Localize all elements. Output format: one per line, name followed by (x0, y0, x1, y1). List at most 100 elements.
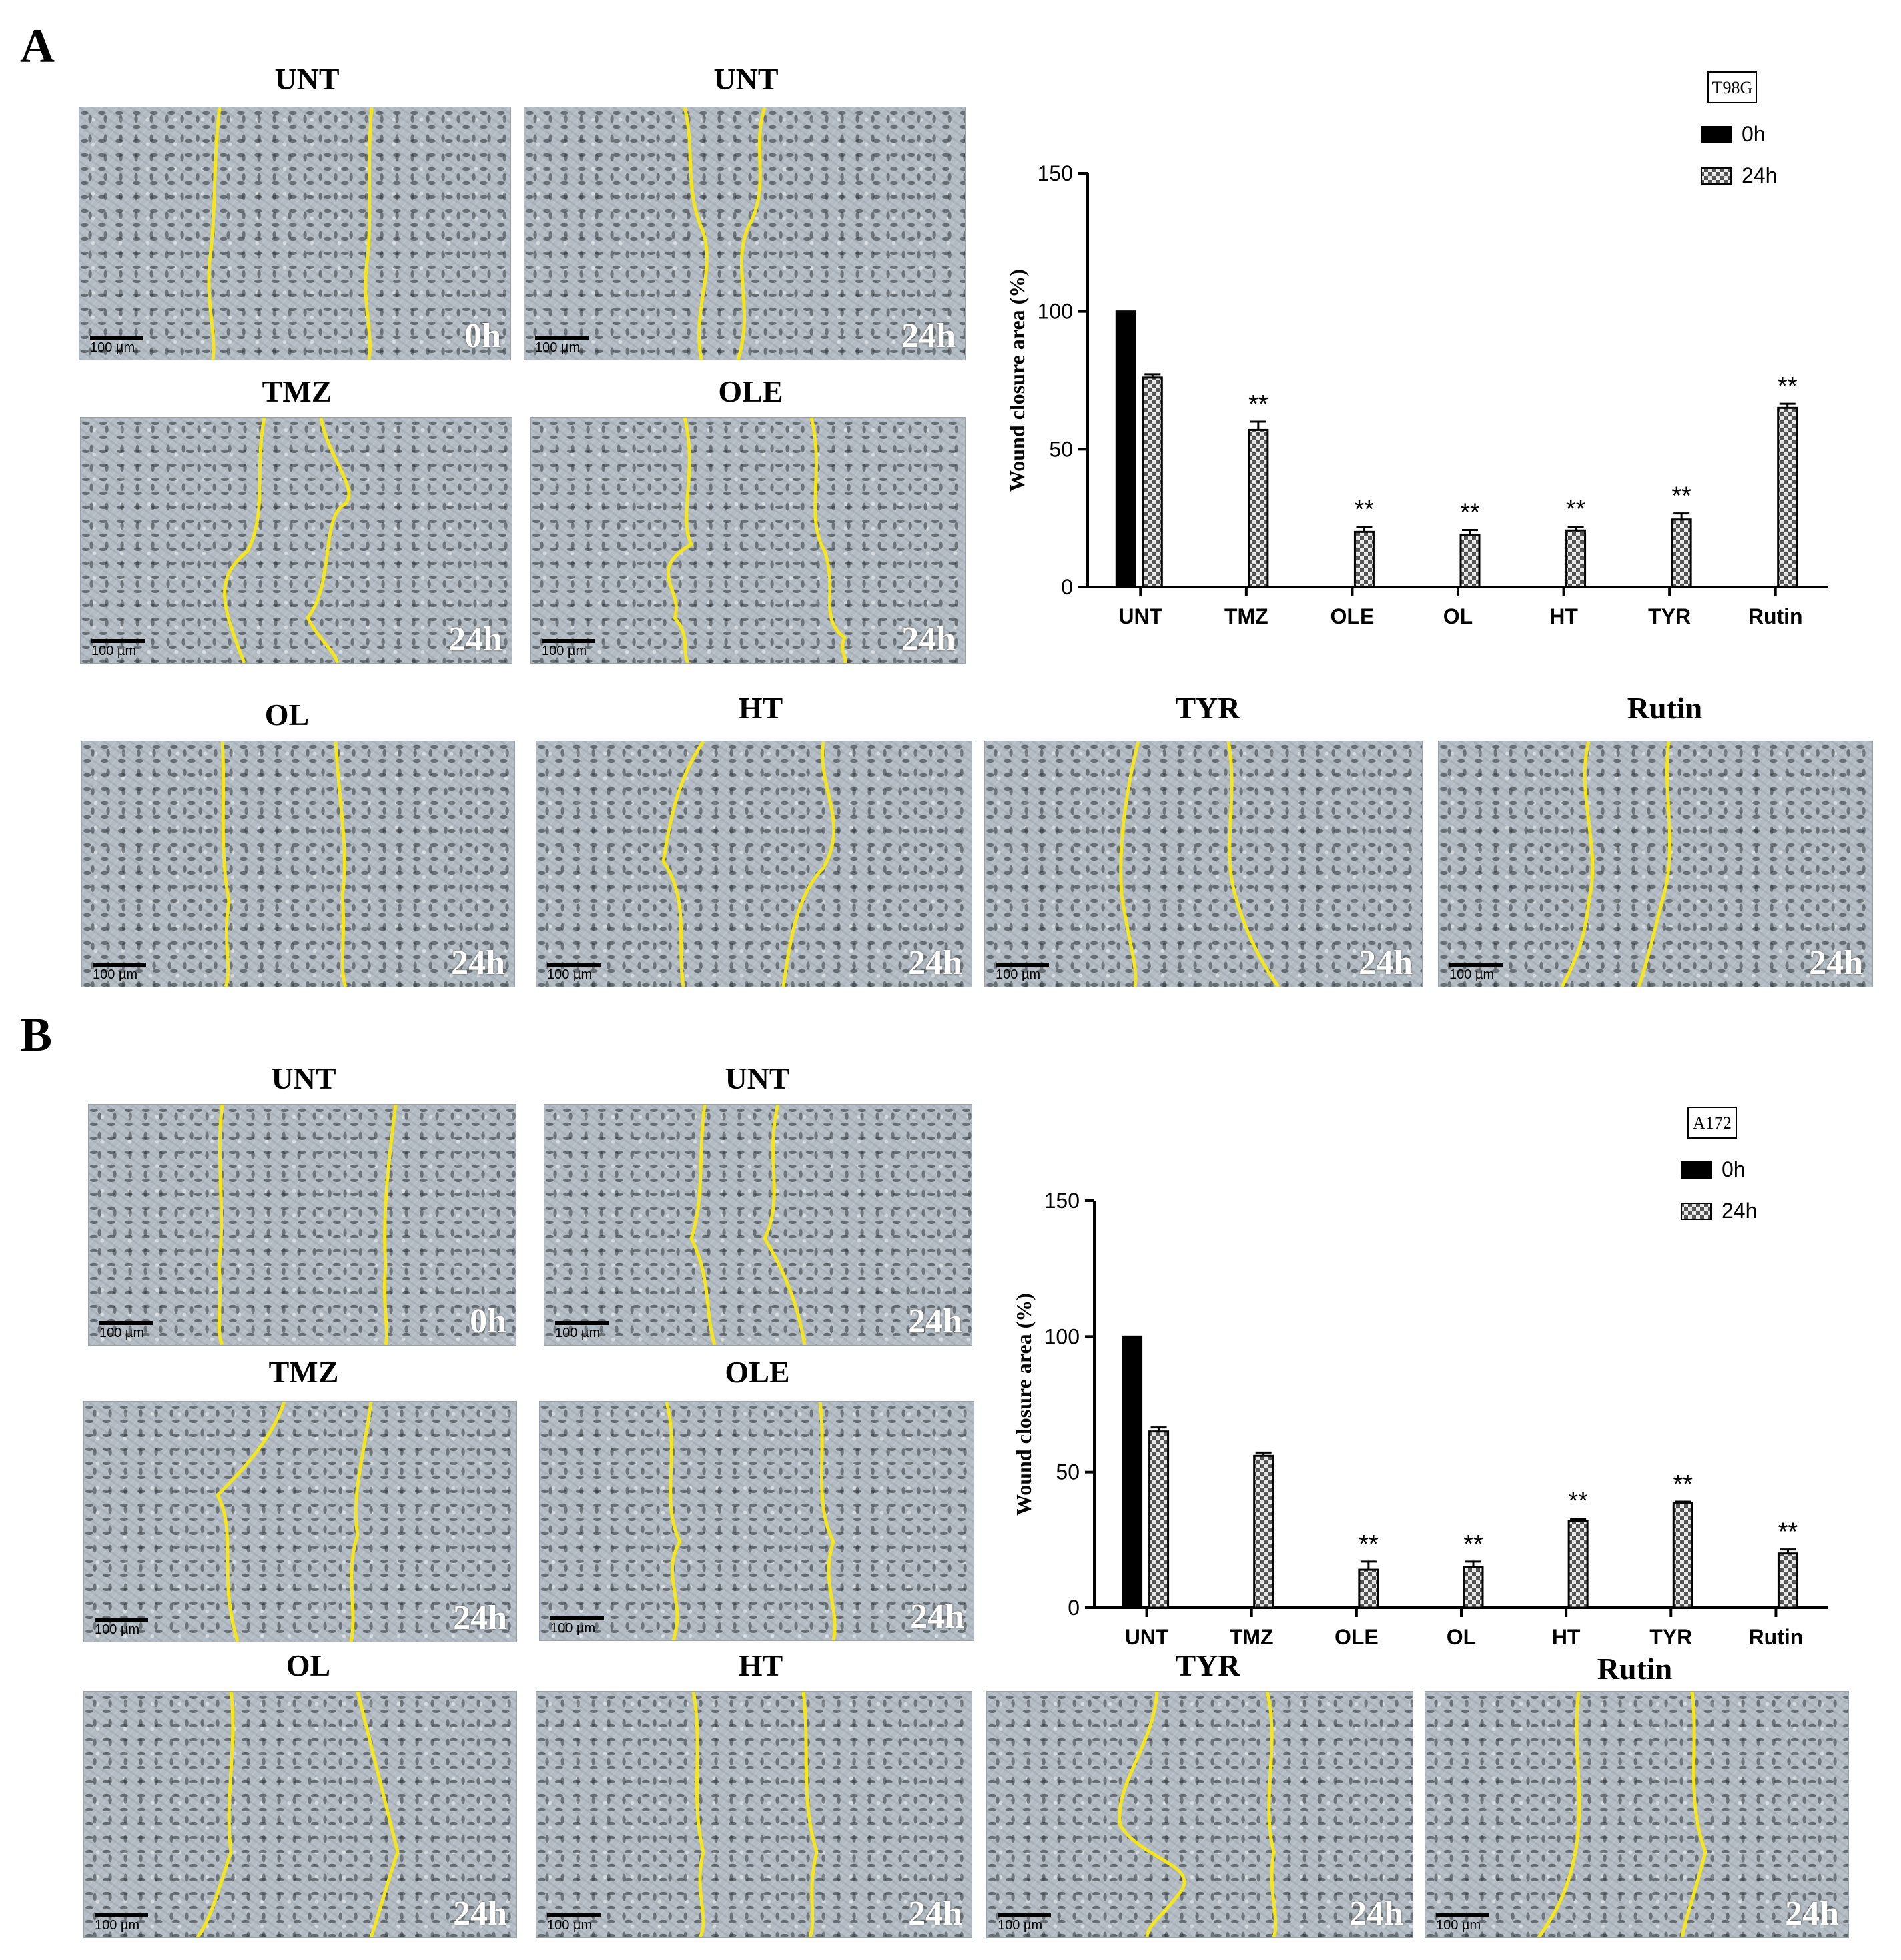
scale-bar (555, 1321, 609, 1325)
micrograph-a-tmz: 100 µm 24h (80, 417, 512, 664)
scale-bar (547, 963, 601, 967)
wound-edge-lines (1119, 741, 1280, 987)
wound-edge-lines (223, 418, 351, 663)
x-tick-label: Rutin (1748, 604, 1803, 628)
bar (1148, 1430, 1170, 1609)
y-tick-label: 0 (1068, 1596, 1080, 1620)
micrograph-b-tyr: 100 µm 24h (986, 1691, 1413, 1938)
scale-bar (95, 1618, 148, 1622)
wound-edge-lines (666, 418, 847, 663)
scale-bar-label: 100 µm (535, 340, 581, 355)
significance-label: ** (1671, 482, 1691, 510)
micrograph-title: TMZ (268, 1355, 339, 1389)
significance-label: ** (1568, 1488, 1588, 1516)
x-tick-label: HT (1549, 604, 1578, 628)
y-tick-label: 50 (1056, 1460, 1080, 1484)
y-tick-label: 0 (1061, 575, 1073, 599)
x-tick-label: Rutin (1749, 1625, 1804, 1649)
timepoint-label: 24h (1349, 1895, 1403, 1933)
y-axis-label: Wound closure area (%) (1012, 1293, 1036, 1516)
legend-swatch (1681, 1203, 1712, 1220)
micrograph-title: TMZ (262, 374, 332, 408)
scale-bar-label: 100 µm (1436, 1918, 1481, 1933)
significance-label: ** (1460, 498, 1480, 526)
wound-edge-lines (217, 1105, 398, 1345)
timepoint-label: 24h (908, 1302, 962, 1340)
timepoint-label: 24h (1785, 1895, 1839, 1933)
significance-label: ** (1566, 495, 1586, 523)
scale-bar (1449, 963, 1503, 967)
bar-chart-t98g: 0 50 100 150 Wound closure area (%) UNT TMZ ** O… (1005, 71, 1828, 628)
timepoint-label: 24h (451, 944, 505, 982)
wound-edge-lines (689, 1105, 807, 1345)
y-tick-label: 150 (1038, 161, 1073, 185)
legend: T98G 0h 24h (1701, 71, 1777, 187)
wound-edge-lines (196, 1692, 400, 1937)
significance-label: ** (1463, 1530, 1483, 1558)
scale-bar-label: 100 µm (1449, 967, 1495, 982)
scale-bar-label: 100 µm (547, 1918, 593, 1933)
micrograph-a-rutin: 100 µm 24h (1438, 741, 1873, 987)
micrograph-a-unt-24h: 100 µm 24h (524, 107, 966, 360)
wound-edge-lines (207, 107, 374, 360)
scale-bar (90, 336, 143, 340)
scale-bar (99, 1321, 153, 1325)
significance-label: ** (1673, 1470, 1693, 1498)
legend-title: T98G (1712, 78, 1753, 97)
x-tick-label: HT (1552, 1625, 1581, 1649)
micrograph-title: UNT (713, 62, 779, 96)
scale-bar-label: 100 µm (996, 967, 1041, 982)
x-tick-label: TMZ (1224, 604, 1268, 628)
bar (1567, 1520, 1589, 1609)
significance-label: ** (1359, 1530, 1379, 1558)
bar (1142, 376, 1163, 588)
micrograph-b-tmz: 100 µm 24h (83, 1401, 517, 1642)
significance-label: ** (1778, 372, 1798, 400)
legend-title: A172 (1693, 1113, 1732, 1133)
bar (1459, 533, 1481, 588)
x-tick-label: UNT (1118, 604, 1162, 628)
wound-edge-lines (683, 107, 767, 360)
timepoint-label: 24h (1359, 944, 1413, 982)
scale-bar-label: 100 µm (998, 1918, 1043, 1933)
bar (1565, 529, 1587, 588)
x-tick-label: TYR (1649, 1625, 1692, 1649)
micrograph-a-unt-0h: 100 µm 0h (79, 107, 511, 360)
wound-edge-lines (691, 1692, 819, 1937)
bar (1358, 1568, 1379, 1609)
scale-bar (91, 639, 145, 643)
micrograph-b-unt-24h: 100 µm 24h (544, 1104, 972, 1346)
wound-edge-lines (1537, 1692, 1707, 1937)
x-tick-label: TYR (1648, 604, 1691, 628)
bar-chart-a172: 0 50 100 150 Wound closure area (%) UNT TMZ OLE… (1012, 1107, 1828, 1649)
panel-letter-b: B (20, 1008, 53, 1061)
micrograph-a-ole: 100 µm 24h (530, 417, 966, 664)
wound-edge-lines (661, 741, 836, 987)
micrograph-title: HT (738, 691, 783, 725)
scale-bar (547, 1913, 601, 1917)
scale-bar (1436, 1913, 1489, 1917)
wound-edge-lines (1560, 741, 1672, 987)
timepoint-label: 24h (1809, 944, 1863, 982)
x-tick-label: UNT (1125, 1625, 1169, 1649)
micrograph-title: UNT (271, 1061, 336, 1095)
bar (1671, 518, 1692, 588)
bar (1253, 1454, 1274, 1609)
timepoint-label: 24h (910, 1598, 964, 1636)
legend-swatch (1701, 167, 1732, 185)
scale-bar (535, 336, 589, 340)
timepoint-label: 0h (470, 1302, 506, 1340)
x-tick-label: TMZ (1230, 1625, 1274, 1649)
micrograph-title: TYR (1175, 691, 1240, 725)
scale-bar (998, 1913, 1051, 1917)
legend-label: 24h (1742, 163, 1777, 187)
micrograph-title: UNT (725, 1061, 790, 1095)
bar (1248, 428, 1269, 588)
scale-bar (996, 963, 1049, 967)
x-tick-label: OLE (1330, 604, 1375, 628)
micrograph-b-ole: 100 µm 24h (539, 1401, 974, 1641)
legend-swatch (1701, 126, 1732, 143)
micrograph-title: Rutin (1627, 691, 1703, 725)
wound-edge-lines (665, 1402, 837, 1640)
micrograph-b-ht: 100 µm 24h (536, 1691, 972, 1938)
